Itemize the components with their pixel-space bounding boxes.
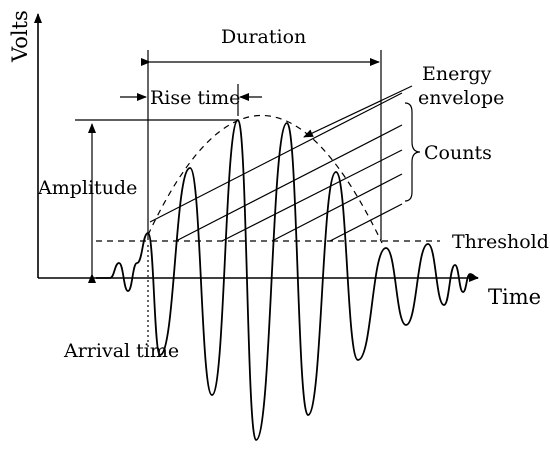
- rise-time-label: Rise time: [150, 87, 240, 109]
- counts-brace: [404, 102, 421, 202]
- amplitude-label: Amplitude: [37, 177, 137, 199]
- arrival-time-label: Arrival time: [63, 340, 179, 362]
- count-line: [271, 173, 403, 242]
- counts-label: Counts: [424, 142, 492, 164]
- y-axis-label: Volts: [8, 10, 32, 63]
- count-line: [149, 92, 403, 223]
- count-line: [221, 149, 403, 242]
- signal-waveform: [96, 119, 479, 441]
- energy-pointer-arrow: [303, 85, 413, 138]
- duration-label: Duration: [221, 26, 306, 48]
- x-axis-label: Time: [488, 285, 541, 309]
- energy-envelope-label-1: Energy: [422, 63, 492, 85]
- energy-envelope-label-2: envelope: [418, 87, 504, 109]
- energy-envelope-curve: [147, 114, 383, 244]
- count-line: [329, 203, 403, 242]
- count-line: [175, 124, 403, 242]
- threshold-label: Threshold: [452, 231, 549, 253]
